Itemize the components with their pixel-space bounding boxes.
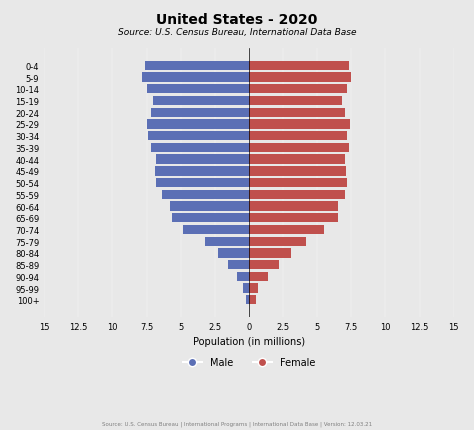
Bar: [249, 73, 351, 83]
Bar: [249, 132, 347, 141]
Bar: [249, 214, 337, 223]
Bar: [249, 272, 268, 281]
Bar: [173, 214, 249, 223]
Bar: [249, 295, 256, 305]
Bar: [205, 237, 249, 246]
Bar: [249, 97, 342, 106]
Bar: [142, 73, 249, 83]
Bar: [162, 190, 249, 200]
Legend: Male, Female: Male, Female: [179, 353, 319, 371]
Bar: [249, 284, 258, 293]
Bar: [156, 155, 249, 164]
Bar: [146, 85, 249, 94]
Bar: [145, 61, 249, 71]
Bar: [228, 260, 249, 270]
Bar: [249, 155, 345, 164]
Bar: [237, 272, 249, 281]
Bar: [249, 143, 348, 153]
Bar: [151, 108, 249, 118]
Bar: [249, 260, 279, 270]
Bar: [218, 249, 249, 258]
Bar: [249, 61, 348, 71]
Bar: [249, 108, 345, 118]
X-axis label: Population (in millions): Population (in millions): [193, 336, 305, 346]
Bar: [244, 284, 249, 293]
Bar: [146, 120, 249, 129]
Bar: [156, 178, 249, 188]
Bar: [249, 85, 347, 94]
Bar: [249, 167, 346, 176]
Bar: [154, 97, 249, 106]
Bar: [246, 295, 249, 305]
Text: United States - 2020: United States - 2020: [156, 13, 318, 27]
Bar: [249, 249, 291, 258]
Bar: [249, 237, 306, 246]
Bar: [155, 167, 249, 176]
Bar: [249, 120, 350, 129]
Bar: [170, 202, 249, 211]
Bar: [151, 143, 249, 153]
Bar: [249, 178, 347, 188]
Text: Source: U.S. Census Bureau | International Programs | International Data Base | : Source: U.S. Census Bureau | Internation…: [102, 420, 372, 426]
Bar: [249, 202, 337, 211]
Bar: [249, 225, 324, 235]
Bar: [148, 132, 249, 141]
Bar: [249, 190, 345, 200]
Text: Source: U.S. Census Bureau, International Data Base: Source: U.S. Census Bureau, Internationa…: [118, 28, 356, 37]
Bar: [183, 225, 249, 235]
